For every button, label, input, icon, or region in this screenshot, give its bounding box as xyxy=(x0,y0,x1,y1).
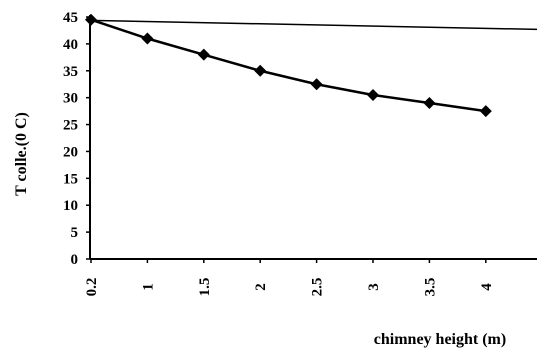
x-tick-label: 0.2 xyxy=(84,278,100,297)
x-tick-label: 4 xyxy=(479,283,495,291)
x-axis-ticks: 0.2 1 1.5 2 2.5 3 3.5 4 xyxy=(84,259,495,296)
series-group xyxy=(85,13,492,118)
data-point-marker xyxy=(367,88,379,101)
data-point-marker xyxy=(141,32,154,45)
data-point-marker xyxy=(479,105,492,118)
x-tick-label: 3 xyxy=(366,283,382,291)
reference-line-group xyxy=(89,19,537,31)
y-tick-label: 25 xyxy=(63,118,78,134)
data-point-marker xyxy=(85,13,97,26)
x-tick-label: 1 xyxy=(140,283,156,291)
x-axis-label: chimney height (m) xyxy=(374,331,506,348)
data-point-marker xyxy=(197,48,210,61)
y-tick-label: 40 xyxy=(63,37,78,53)
y-tick-label: 15 xyxy=(63,171,78,187)
y-axis-label: T colle.(0 C) xyxy=(13,112,30,196)
y-tick-label: 35 xyxy=(63,64,78,80)
x-tick-label: 3.5 xyxy=(422,278,438,297)
x-tick-label: 1.5 xyxy=(197,278,213,297)
x-tick-label: 2 xyxy=(253,283,269,291)
y-tick-label: 20 xyxy=(63,144,78,160)
reference-line xyxy=(89,19,537,31)
axes xyxy=(89,15,537,260)
data-point-marker xyxy=(310,78,323,91)
y-tick-label: 45 xyxy=(63,10,78,26)
series-line xyxy=(90,18,486,113)
y-tick-label: 10 xyxy=(63,198,78,214)
y-axis-ticks: 0 5 10 15 20 25 30 35 40 45 xyxy=(63,10,90,268)
data-point-marker xyxy=(423,97,436,110)
y-tick-label: 0 xyxy=(71,252,79,268)
y-tick-label: 30 xyxy=(63,91,78,107)
y-tick-label: 5 xyxy=(71,225,79,241)
x-tick-label: 2.5 xyxy=(310,278,326,297)
data-point-marker xyxy=(254,64,267,77)
